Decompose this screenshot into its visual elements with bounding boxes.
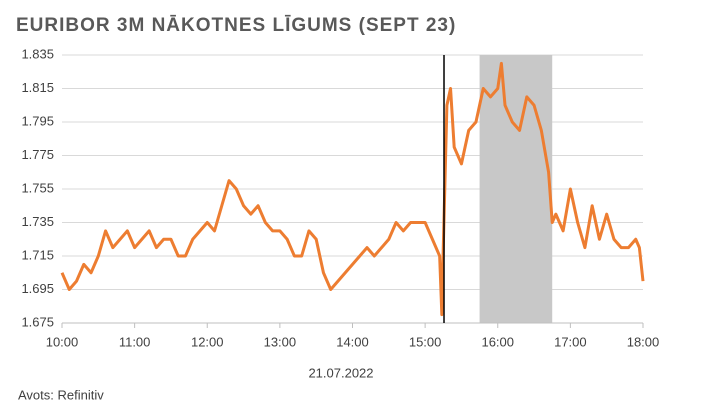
x-tick-label: 11:00 (119, 334, 151, 349)
x-axis-label: 21.07.2022 (308, 365, 373, 380)
x-tick-label: 16:00 (481, 334, 514, 349)
y-tick-label: 1.775 (21, 147, 54, 162)
x-tick-label: 17:00 (554, 334, 587, 349)
x-tick-label: 18:00 (627, 334, 660, 349)
y-tick-label: 1.795 (21, 113, 54, 128)
source: Avots: Refinitiv (18, 387, 104, 402)
x-tick-label: 10:00 (46, 334, 79, 349)
y-tick-label: 1.735 (21, 214, 54, 229)
data-line (60, 61, 645, 317)
y-tick-label: 1.755 (21, 180, 54, 195)
chart-title: EURIBOR 3M NĀKOTNES LĪGUMS (SEPT 23) (16, 15, 456, 36)
x-tick-label: 14:00 (336, 334, 369, 349)
y-tick-label: 1.695 (21, 281, 54, 296)
shaded-range (479, 55, 553, 323)
x-tick-label: 15:00 (409, 334, 442, 349)
y-tick-label: 1.675 (21, 314, 54, 329)
x-tick-label: 12:00 (191, 334, 224, 349)
y-tick-label: 1.815 (21, 80, 54, 95)
y-tick-label: 1.835 (21, 46, 54, 61)
x-tick-label: 13:00 (264, 334, 297, 349)
y-tick-label: 1.715 (21, 247, 54, 262)
